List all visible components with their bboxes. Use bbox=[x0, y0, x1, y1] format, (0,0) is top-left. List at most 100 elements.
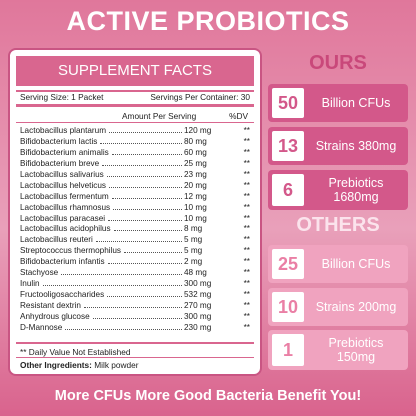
leader bbox=[92, 317, 182, 319]
rule bbox=[16, 357, 254, 358]
fact-row: Bifidobacterium infantis 2 mg ** bbox=[20, 256, 250, 266]
footer: More CFUs More Good Bacteria Benefit You… bbox=[54, 388, 362, 404]
leader bbox=[65, 328, 182, 330]
fact-row: Lactobacillus helveticus 20 mg ** bbox=[20, 180, 250, 190]
fact-row: Lactobacillus plantarum 120 mg ** bbox=[20, 125, 250, 135]
leader bbox=[61, 274, 182, 276]
fact-row: Bifidobacterium lactis 80 mg ** bbox=[20, 136, 250, 146]
fact-row: Stachyose 48 mg ** bbox=[20, 267, 250, 277]
ingredient: Bifidobacterium lactis bbox=[20, 137, 98, 147]
box-text: Prebiotics 1680mg bbox=[306, 170, 406, 210]
box-text: Prebiotics 150mg bbox=[306, 330, 406, 370]
amount: 270 mg bbox=[184, 300, 212, 310]
leader bbox=[109, 186, 182, 188]
fact-row: Inulin 300 mg ** bbox=[20, 278, 250, 288]
daily-value: ** bbox=[243, 137, 250, 147]
fact-row: Lactobacillus paracasei 10 mg ** bbox=[20, 212, 250, 223]
leader bbox=[100, 143, 182, 145]
facts-panel: SUPPLEMENT FACTS Serving Size: 1 Packet … bbox=[8, 48, 262, 376]
box-line: Billion CFUs bbox=[321, 96, 391, 110]
amount: 532 mg bbox=[184, 289, 212, 299]
fact-row: Lactobacillus salivarius 23 mg ** bbox=[20, 169, 250, 179]
box-line: 150mg bbox=[336, 350, 376, 364]
box-number: 10 bbox=[272, 292, 304, 322]
amount: 300 mg bbox=[184, 311, 212, 321]
daily-value: ** bbox=[243, 224, 250, 234]
amount: 10 mg bbox=[184, 202, 207, 212]
dv-header: %DV bbox=[229, 111, 248, 121]
daily-value: ** bbox=[243, 257, 250, 267]
other-ingredients: Other Ingredients: Milk powder bbox=[20, 360, 139, 370]
daily-value: ** bbox=[243, 169, 250, 179]
ours-box: 13 Strains 380mg bbox=[268, 127, 408, 165]
amount: 5 mg bbox=[184, 246, 203, 256]
fact-row: Bifidobacterium breve 25 mg ** bbox=[20, 158, 250, 168]
serving-size: Serving Size: 1 Packet bbox=[20, 92, 104, 102]
daily-value: ** bbox=[243, 289, 250, 299]
leader bbox=[108, 219, 182, 221]
amount: 60 mg bbox=[184, 148, 207, 158]
leader bbox=[124, 252, 182, 254]
box-line: Billion CFUs bbox=[321, 257, 391, 271]
title: ACTIVE PROBIOTICS bbox=[66, 6, 350, 36]
fact-row: Resistant dextrin 270 mg ** bbox=[20, 299, 250, 310]
daily-value: ** bbox=[243, 300, 250, 310]
leader bbox=[113, 230, 182, 232]
daily-value: ** bbox=[243, 202, 250, 212]
box-line: Prebiotics bbox=[328, 176, 384, 190]
ingredient: Lactobacillus salivarius bbox=[20, 169, 104, 179]
other-value: Milk powder bbox=[94, 360, 139, 370]
leader bbox=[107, 295, 182, 297]
daily-value: ** bbox=[243, 180, 250, 190]
box-line: Prebiotics bbox=[328, 336, 384, 350]
daily-value: ** bbox=[243, 126, 250, 136]
daily-value: ** bbox=[243, 213, 250, 223]
box-line: Strains 200mg bbox=[315, 300, 397, 314]
box-text: Strains 200mg bbox=[306, 288, 406, 326]
leader bbox=[102, 165, 182, 167]
amount: 5 mg bbox=[184, 235, 203, 245]
ingredient: Bifidobacterium animalis bbox=[20, 148, 109, 158]
box-text: Billion CFUs bbox=[306, 245, 406, 283]
ingredient: Lactobacillus acidophilus bbox=[20, 224, 111, 234]
leader bbox=[42, 284, 182, 286]
box-number: 1 bbox=[272, 334, 304, 366]
ingredient: Bifidobacterium breve bbox=[20, 159, 100, 169]
box-number: 6 bbox=[272, 174, 304, 206]
amount: 80 mg bbox=[184, 137, 207, 147]
ingredient: Stachyose bbox=[20, 268, 59, 278]
box-text: Strains 380mg bbox=[306, 127, 406, 165]
fact-row: Fructooligosaccharides 532 mg ** bbox=[20, 289, 250, 299]
box-number: 25 bbox=[272, 249, 304, 279]
ours-box: 50 Billion CFUs bbox=[268, 84, 408, 122]
leader bbox=[111, 154, 182, 156]
daily-value: ** bbox=[243, 268, 250, 278]
amount: 120 mg bbox=[184, 126, 212, 136]
ingredient: Lactobacillus paracasei bbox=[20, 213, 106, 223]
ingredient: Lactobacillus plantarum bbox=[20, 126, 107, 136]
leader bbox=[107, 263, 182, 265]
others-box: 25 Billion CFUs bbox=[268, 245, 408, 283]
amount-header: Amount Per Serving bbox=[122, 111, 197, 121]
amount: 20 mg bbox=[184, 180, 207, 190]
amount: 2 mg bbox=[184, 257, 203, 267]
ingredient: Lactobacillus reuteri bbox=[20, 235, 93, 245]
fact-row: Lactobacillus reuteri 5 mg ** bbox=[20, 234, 250, 244]
leader bbox=[113, 208, 182, 210]
ours-box: 6 Prebiotics 1680mg bbox=[268, 170, 408, 210]
daily-value: ** bbox=[243, 191, 250, 201]
ingredient: Anhydrous glucose bbox=[20, 311, 90, 321]
fact-row: Streptococcus thermophilus 5 mg ** bbox=[20, 245, 250, 255]
leader bbox=[106, 175, 182, 177]
servings: Servings Per Container: 30 bbox=[150, 92, 250, 102]
amount: 300 mg bbox=[184, 278, 212, 288]
box-text: Billion CFUs bbox=[306, 84, 406, 122]
fact-row: Anhydrous glucose 300 mg ** bbox=[20, 310, 250, 321]
ingredient: Streptococcus thermophilus bbox=[20, 246, 122, 256]
box-line: Strains 380mg bbox=[315, 139, 397, 153]
box-line: 1680mg bbox=[333, 190, 379, 204]
ingredient: Bifidobacterium infantis bbox=[20, 257, 105, 267]
fact-row: Lactobacillus fermentum 12 mg ** bbox=[20, 190, 250, 201]
footnote: ** Daily Value Not Established bbox=[20, 347, 131, 357]
ingredient: Resistant dextrin bbox=[20, 300, 81, 310]
